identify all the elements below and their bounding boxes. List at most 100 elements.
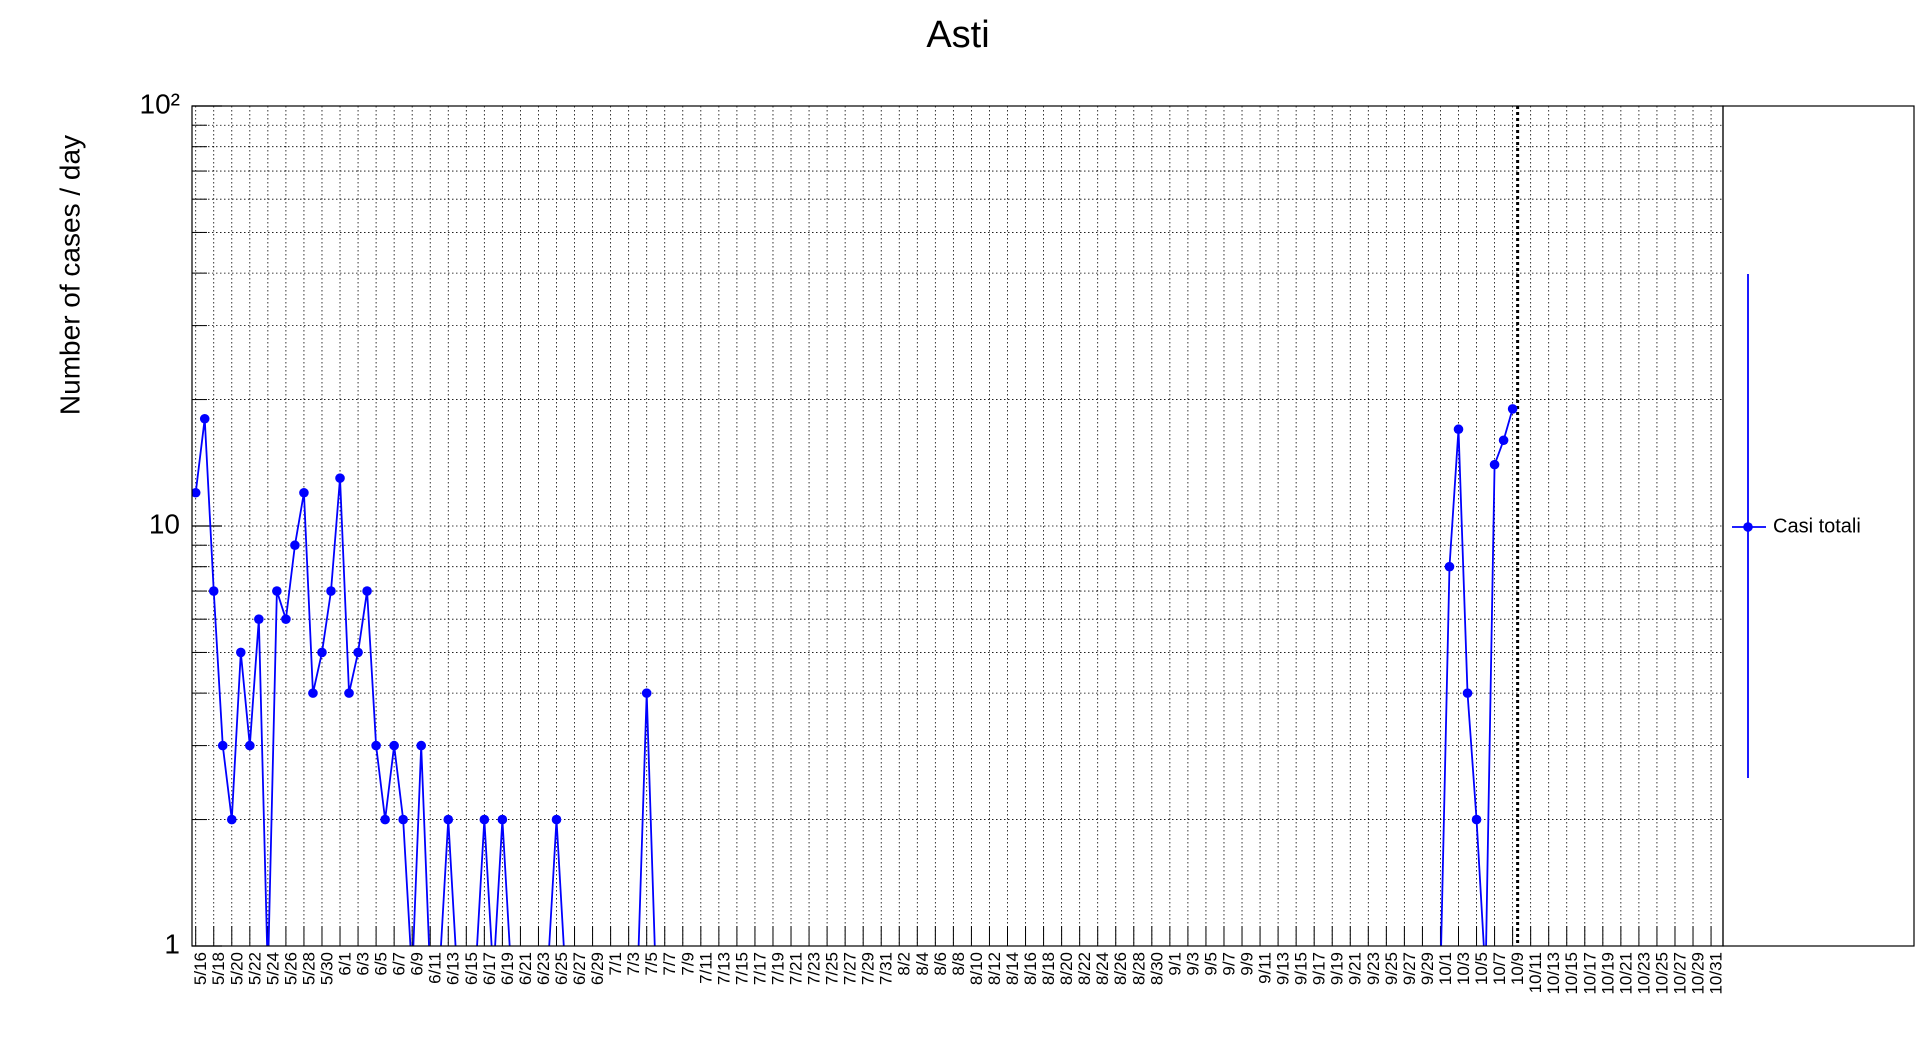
x-tick-label: 10/5 bbox=[1472, 952, 1491, 985]
x-tick-label: 8/18 bbox=[1039, 952, 1058, 985]
x-tick-label: 9/13 bbox=[1274, 952, 1293, 985]
data-point bbox=[353, 647, 363, 658]
x-tick-label: 8/20 bbox=[1057, 952, 1076, 985]
data-point bbox=[1453, 424, 1464, 435]
x-tick-label: 6/11 bbox=[426, 952, 445, 984]
x-tick-label: 10/29 bbox=[1689, 952, 1708, 995]
x-tick-label: 10/27 bbox=[1670, 952, 1689, 995]
x-tick-label: 9/19 bbox=[1328, 952, 1347, 985]
data-point bbox=[641, 688, 652, 698]
x-tick-label: 10/17 bbox=[1580, 952, 1599, 995]
x-tick-label: 7/31 bbox=[877, 952, 896, 985]
plot-area bbox=[192, 404, 1518, 946]
y-axis-label: Number of cases / day bbox=[54, 135, 85, 415]
x-tick-label: 6/29 bbox=[588, 952, 607, 985]
x-tick-label: 6/21 bbox=[516, 952, 535, 985]
data-point bbox=[299, 487, 309, 498]
x-tick-label: 7/5 bbox=[642, 952, 661, 976]
data-point bbox=[416, 740, 427, 751]
data-point bbox=[335, 473, 345, 483]
x-tick-label: 7/11 bbox=[696, 952, 715, 984]
x-tick-label: 10/19 bbox=[1598, 952, 1617, 995]
legend-box bbox=[1722, 105, 1915, 947]
x-tick-label: 7/21 bbox=[787, 952, 806, 985]
data-point bbox=[371, 740, 381, 751]
x-tick-label: 10/3 bbox=[1454, 952, 1473, 985]
x-tick-label: 6/15 bbox=[462, 952, 481, 985]
x-tick-label: 9/17 bbox=[1310, 952, 1329, 985]
data-point bbox=[344, 688, 354, 698]
x-tick-label: 6/19 bbox=[498, 952, 517, 985]
x-tick-label: 7/7 bbox=[660, 952, 679, 976]
x-tick-label: 7/3 bbox=[624, 952, 643, 976]
x-tick-label: 8/24 bbox=[1093, 952, 1112, 985]
x-tick-label: 6/23 bbox=[534, 952, 553, 985]
x-tick-label: 8/12 bbox=[985, 952, 1004, 985]
legend-label: Casi totali bbox=[1773, 515, 1861, 537]
x-tick-label: 5/18 bbox=[209, 952, 228, 985]
x-tick-label: 9/5 bbox=[1201, 952, 1220, 976]
data-point bbox=[208, 586, 219, 596]
x-tick-label: 5/30 bbox=[317, 952, 336, 985]
data-point bbox=[226, 814, 237, 825]
data-point bbox=[380, 814, 390, 825]
data-point bbox=[192, 487, 201, 498]
x-tick-label: 7/29 bbox=[859, 952, 878, 985]
x-tick-label: 10/21 bbox=[1616, 952, 1635, 995]
x-tick-label: 9/21 bbox=[1346, 952, 1365, 985]
x-tick-label: 8/10 bbox=[967, 952, 986, 985]
x-tick-label: 9/9 bbox=[1238, 952, 1257, 976]
x-tick-label: 9/7 bbox=[1219, 952, 1238, 976]
x-tick-label: 6/25 bbox=[552, 952, 571, 985]
x-tick-label: 9/23 bbox=[1364, 952, 1383, 985]
x-tick-label: 9/27 bbox=[1400, 952, 1419, 985]
data-point bbox=[1471, 814, 1482, 825]
x-tick-label: 6/27 bbox=[570, 952, 589, 985]
x-tick-label: 7/15 bbox=[732, 952, 751, 985]
data-point bbox=[217, 740, 228, 751]
x-tick-label: 8/4 bbox=[913, 952, 932, 976]
x-tick-label: 8/8 bbox=[949, 952, 968, 976]
x-tick-label: 5/20 bbox=[227, 952, 246, 985]
x-tick-label: 7/17 bbox=[750, 952, 769, 985]
x-tick-label: 9/11 bbox=[1256, 952, 1275, 984]
x-tick-label: 10/1 bbox=[1436, 952, 1455, 985]
x-tick-label: 6/7 bbox=[390, 952, 409, 976]
x-tick-label: 7/23 bbox=[805, 952, 824, 985]
data-point bbox=[362, 586, 372, 596]
x-tick-label: 5/26 bbox=[281, 952, 300, 985]
data-point bbox=[236, 647, 246, 658]
data-point bbox=[326, 586, 336, 596]
y-tick-label: 1 bbox=[164, 928, 180, 959]
x-tick-label: 8/2 bbox=[895, 952, 914, 976]
x-tick-label: 5/22 bbox=[245, 952, 264, 985]
x-tick-label: 6/5 bbox=[372, 952, 391, 976]
x-tick-label: 10/13 bbox=[1544, 952, 1563, 995]
x-tick-label: 8/6 bbox=[931, 952, 950, 976]
x-tick-label: 5/28 bbox=[299, 952, 318, 985]
legend-marker bbox=[1743, 522, 1753, 532]
x-tick-label: 6/1 bbox=[336, 952, 355, 976]
x-tick-label: 10/25 bbox=[1652, 952, 1671, 995]
data-point bbox=[308, 688, 318, 698]
x-tick-label: 5/24 bbox=[263, 952, 282, 985]
x-tick-label: 9/3 bbox=[1183, 952, 1202, 976]
data-point bbox=[443, 814, 454, 825]
x-tick-label: 7/1 bbox=[606, 952, 625, 976]
data-point bbox=[497, 814, 508, 825]
data-point bbox=[479, 814, 490, 825]
data-point bbox=[551, 814, 562, 825]
data-point bbox=[281, 614, 291, 624]
data-point bbox=[245, 740, 255, 751]
x-tick-label: 6/3 bbox=[354, 952, 373, 976]
x-tick-label: 10/11 bbox=[1526, 952, 1545, 993]
data-point bbox=[272, 586, 282, 596]
x-tick-label: 8/14 bbox=[1003, 952, 1022, 985]
data-point bbox=[317, 647, 327, 658]
y-tick-label: 10 bbox=[149, 508, 180, 539]
data-point bbox=[1498, 435, 1509, 446]
x-tick-label: 7/27 bbox=[841, 952, 860, 985]
x-tick-label: 10/15 bbox=[1562, 952, 1581, 995]
